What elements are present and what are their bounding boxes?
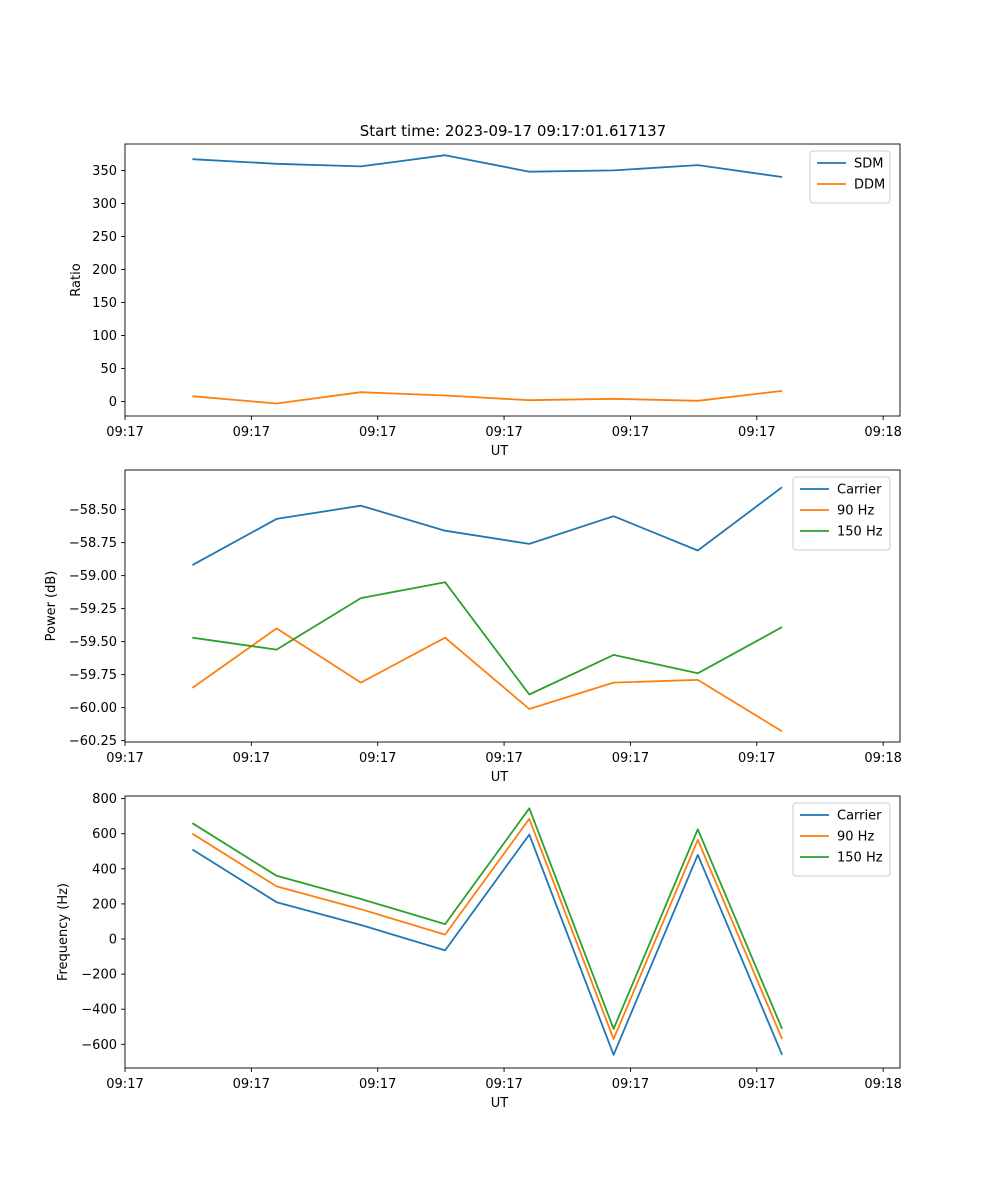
x-tick-label: 09:18 [864, 751, 901, 766]
x-tick-label: 09:17 [738, 751, 775, 766]
series-line-150-hz [192, 581, 783, 696]
y-tick-label: −200 [81, 968, 117, 983]
x-tick-label: 09:17 [106, 425, 143, 440]
y-tick-label: −59.75 [69, 668, 117, 683]
x-tick-label: 09:17 [612, 425, 649, 440]
subplot-2: 09:17 09:17 09:17 09:17 09:17 09:17 09:18 −60.2… [44, 469, 902, 785]
y-tick-label: 200 [92, 263, 117, 278]
x-axis-label: UT [491, 1096, 509, 1111]
y-tick-label: −600 [81, 1038, 117, 1053]
x-tick-label: 09:17 [359, 425, 396, 440]
y-tick-label: 350 [92, 164, 117, 179]
x-tick-label: 09:18 [864, 425, 901, 440]
x-tick-label: 09:17 [485, 425, 522, 440]
axes-frame [124, 143, 901, 417]
x-tick-label: 09:17 [612, 1077, 649, 1092]
plots-container: 09:17 09:17 09:17 09:17 09:17 09:17 09:18 0 50 10… [44, 143, 902, 1111]
series-line-ddm [192, 390, 783, 405]
series-line-carrier [191, 486, 783, 566]
legend-entry: 150 Hz [837, 851, 883, 866]
series-line-150-hz [191, 807, 783, 1030]
x-axis-label: UT [491, 770, 509, 785]
x-tick-label: 09:17 [233, 1077, 270, 1092]
y-tick-label: −60.25 [69, 734, 117, 749]
legend: Carrier 90 Hz 150 Hz [792, 802, 891, 877]
x-tick-label: 09:17 [359, 1077, 396, 1092]
y-tick-label: −59.00 [69, 569, 117, 584]
x-tick-label: 09:17 [738, 425, 775, 440]
y-tick-label: 400 [92, 862, 117, 877]
series-line-90-hz [191, 627, 783, 733]
y-tick-label: 250 [92, 230, 117, 245]
y-tick-label: 150 [92, 296, 117, 311]
y-tick-label: −59.50 [69, 635, 117, 650]
x-tick-label: 09:17 [359, 751, 396, 766]
x-axis-label: UT [491, 444, 509, 459]
legend-entry: SDM [854, 157, 883, 172]
legend: Carrier 90 Hz 150 Hz [792, 476, 891, 551]
y-axis-label: Power (dB) [44, 571, 59, 642]
x-tick-label: 09:17 [485, 751, 522, 766]
series-line-90-hz [191, 817, 783, 1040]
x-tick-label: 09:17 [106, 751, 143, 766]
series-line-carrier [191, 833, 783, 1056]
chart-title: Start time: 2023-09-17 09:17:01.617137 [360, 122, 666, 140]
legend-box [809, 150, 891, 204]
legend-entry: 90 Hz [837, 830, 874, 845]
y-axis-label: Ratio [69, 263, 84, 296]
series-line-sdm [192, 154, 783, 178]
legend-entry: 90 Hz [837, 504, 874, 519]
x-tick-label: 09:18 [864, 1077, 901, 1092]
y-tick-label: −60.00 [69, 701, 117, 716]
y-axis-label: Frequency (Hz) [56, 883, 71, 981]
legend-entry: 150 Hz [837, 525, 883, 540]
y-tick-label: −58.75 [69, 536, 117, 551]
x-tick-label: 09:17 [106, 1077, 143, 1092]
x-tick-label: 09:17 [233, 425, 270, 440]
subplot-1: 09:17 09:17 09:17 09:17 09:17 09:17 09:18 0 50 10… [69, 143, 902, 459]
x-tick-label: 09:17 [612, 751, 649, 766]
x-tick-label: 09:17 [233, 751, 270, 766]
y-tick-label: 300 [92, 197, 117, 212]
y-tick-label: 50 [100, 362, 117, 377]
x-tick-label: 09:17 [485, 1077, 522, 1092]
y-tick-label: 0 [109, 395, 117, 410]
y-tick-label: −58.50 [69, 503, 117, 518]
y-tick-label: 100 [92, 329, 117, 344]
subplot-3: 09:17 09:17 09:17 09:17 09:17 09:17 09:18 −600 −… [56, 792, 902, 1111]
y-tick-label: 0 [109, 933, 117, 948]
legend-entry: DDM [854, 178, 885, 193]
y-tick-label: 600 [92, 827, 117, 842]
axes-frame [124, 795, 901, 1069]
y-tick-label: −400 [81, 1003, 117, 1018]
y-tick-label: −59.25 [69, 602, 117, 617]
x-tick-label: 09:17 [738, 1077, 775, 1092]
legend-entry: Carrier [837, 483, 882, 498]
y-tick-label: 800 [92, 792, 117, 807]
legend: SDM DDM [809, 150, 891, 204]
axes-frame [124, 469, 901, 743]
y-tick-label: 200 [92, 897, 117, 912]
legend-entry: Carrier [837, 809, 882, 824]
